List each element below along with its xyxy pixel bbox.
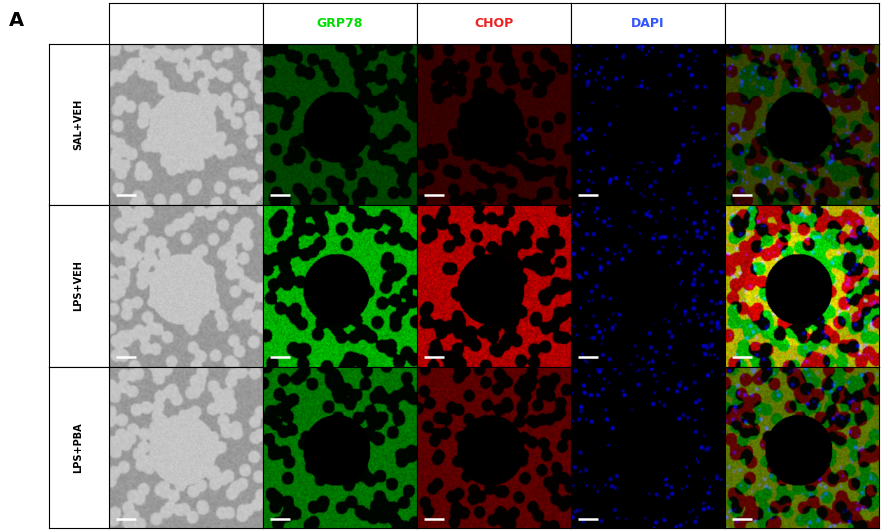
Text: DAPI: DAPI <box>630 16 664 30</box>
Text: A: A <box>9 11 24 30</box>
Text: GRP78: GRP78 <box>316 16 363 30</box>
Text: CHOP: CHOP <box>474 16 513 30</box>
Text: Merge: Merge <box>780 16 824 30</box>
Text: SAL+VEH: SAL+VEH <box>73 99 84 150</box>
Text: LPS+VEH: LPS+VEH <box>73 261 84 311</box>
Text: LPS+PBA: LPS+PBA <box>73 422 84 473</box>
